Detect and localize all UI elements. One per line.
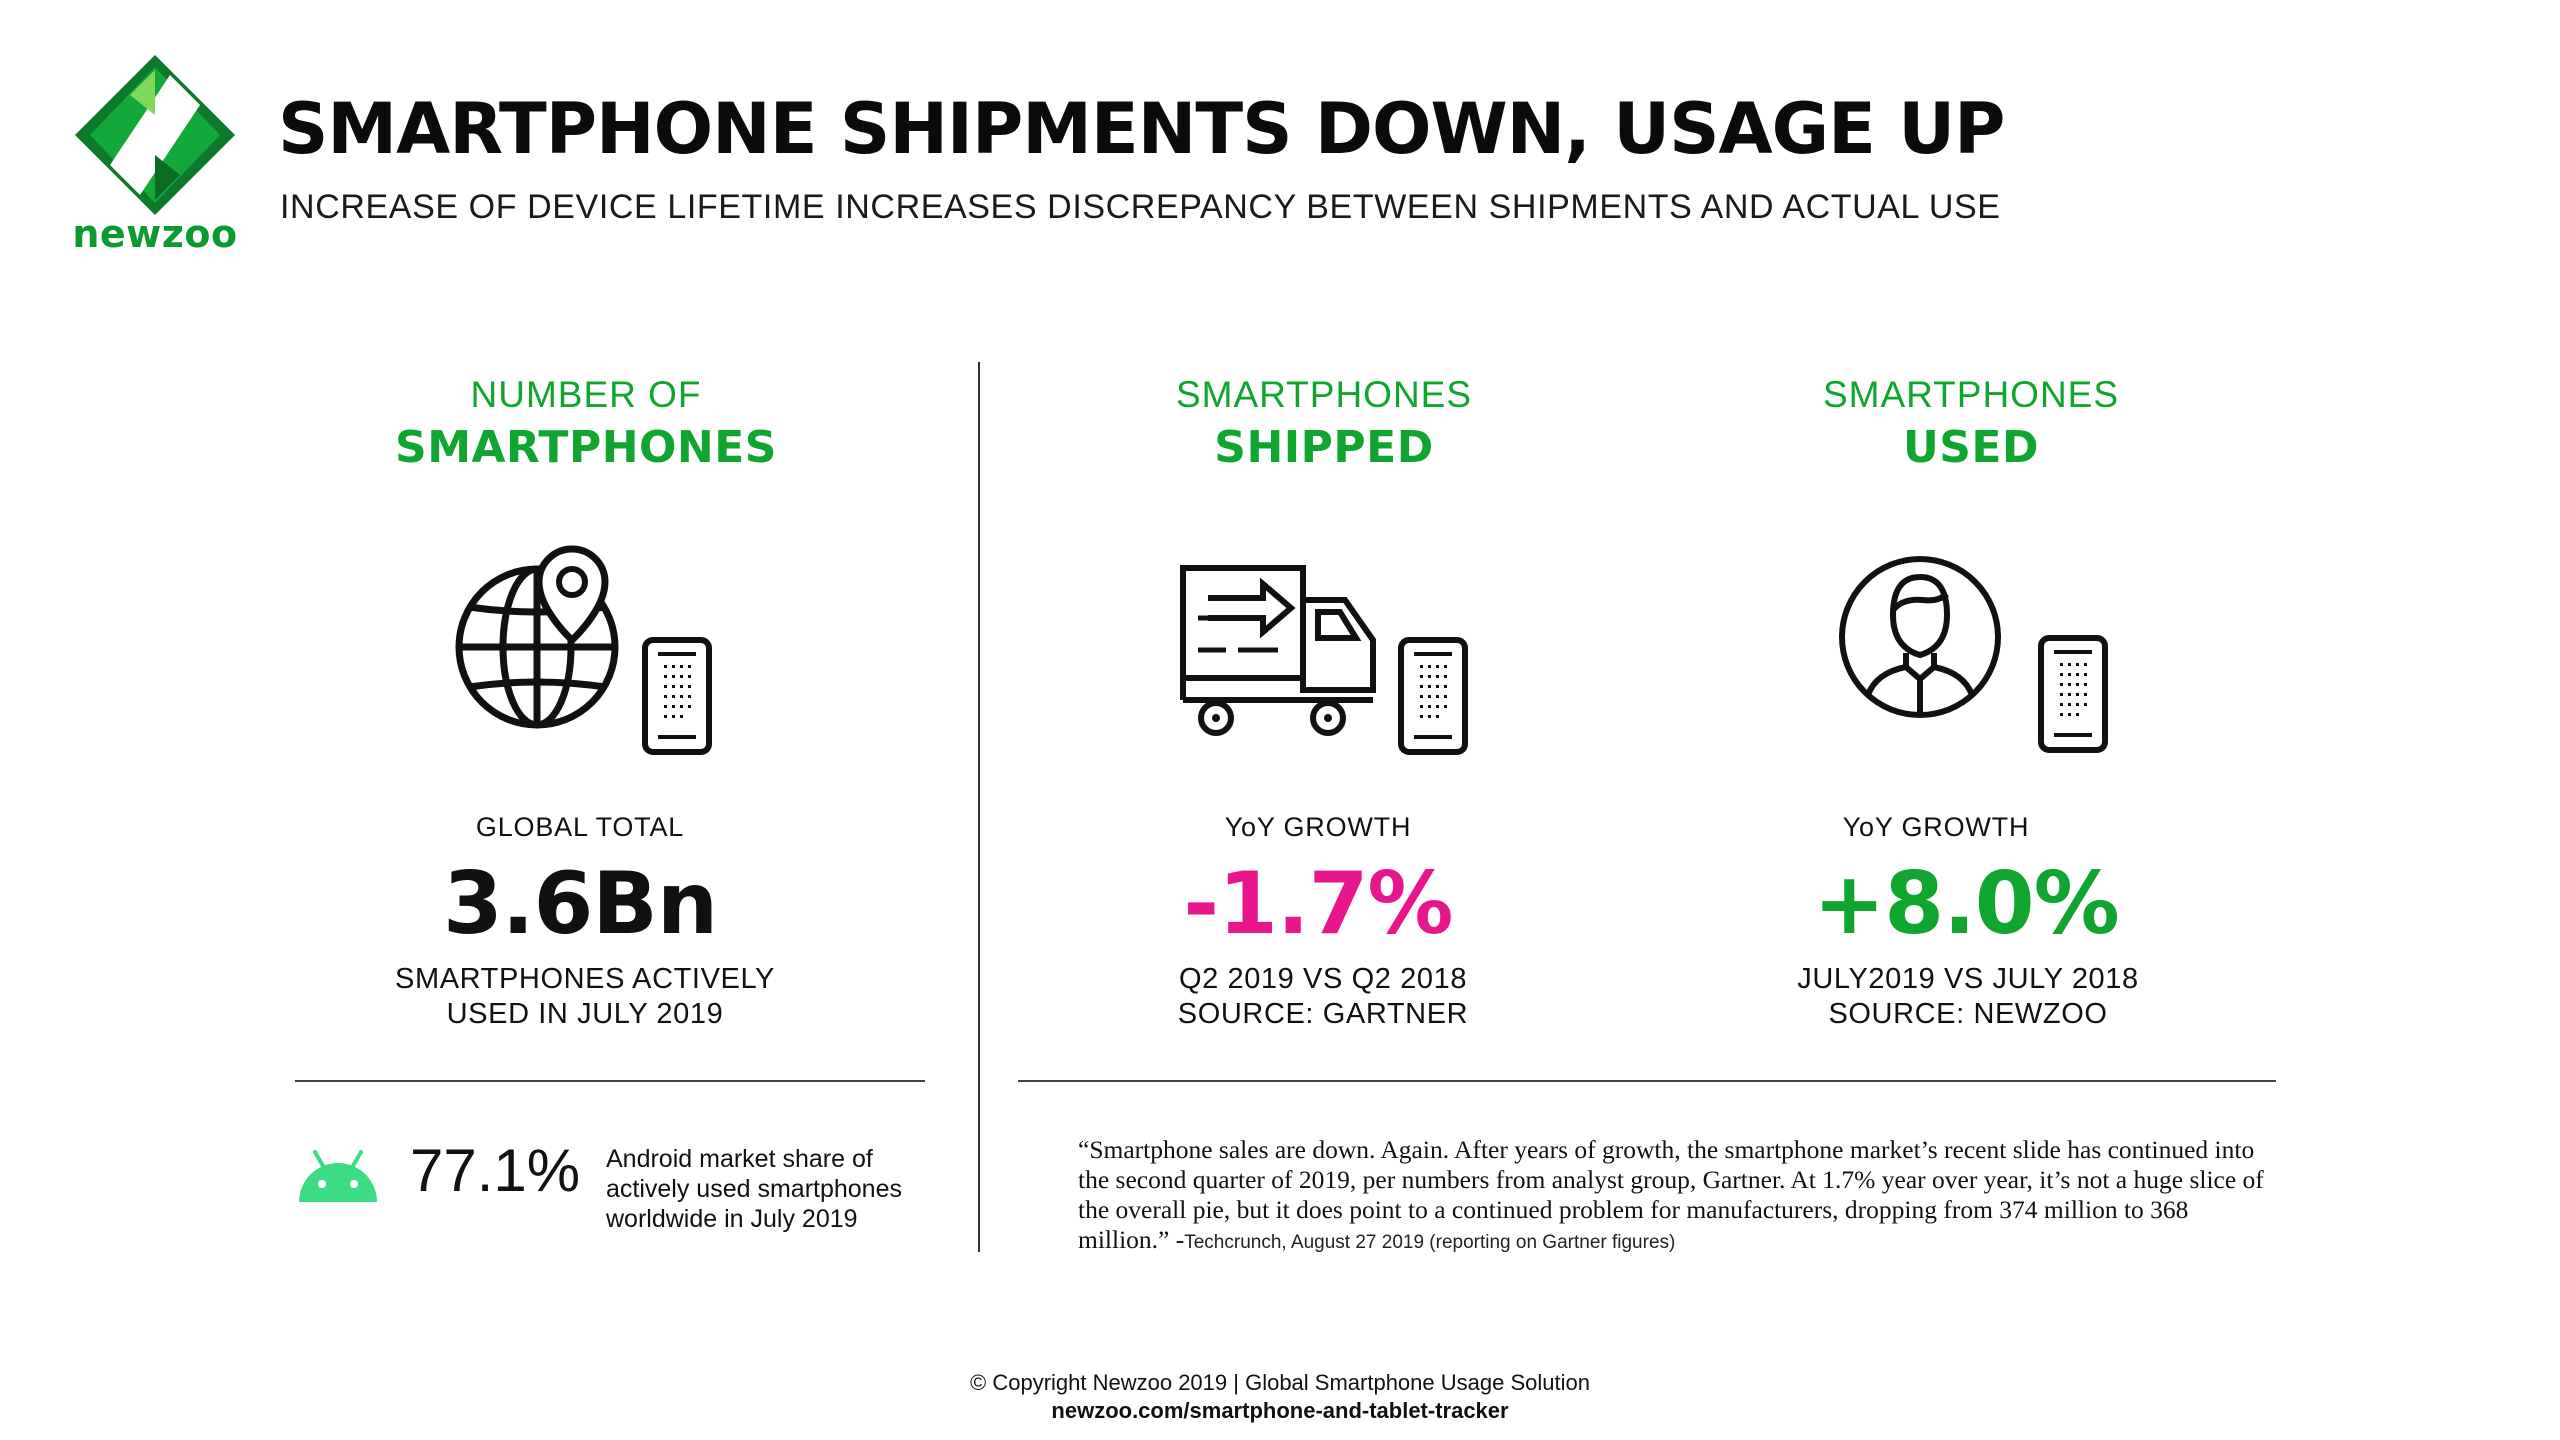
metric-note-used: JULY2019 VS JULY 2018 SOURCE: NEWZOO [1688,962,2248,1032]
android-icon [299,1150,377,1202]
column-heading-line1: SMARTPHONES [1175,374,1473,415]
quote-source: Techcrunch, August 27 2019 (reporting on… [1184,1232,1676,1253]
newzoo-logo-icon [75,55,235,215]
metric-note-line1: JULY2019 VS JULY 2018 [1797,963,2139,995]
metric-label-shipped-yoy: YoY GROWTH [1224,812,1412,842]
metric-note-line2: SOURCE: GARTNER [1177,998,1469,1030]
column-heading-line1: NUMBER OF [470,374,702,415]
globe-location-pin-icon [455,545,712,755]
metric-value-used-yoy: +8.0% [1813,854,2120,954]
metric-note-line1: SMARTPHONES ACTIVELY [395,963,775,995]
metric-note-line1: Q2 2019 VS Q2 2018 [1178,963,1468,995]
techcrunch-quote: “Smartphone sales are down. Again. After… [1078,1135,2278,1258]
page-subtitle: INCREASE OF DEVICE LIFETIME INCREASES DI… [280,188,2001,226]
logo-wordmark: newzoo [72,212,238,256]
android-share-description: Android market share of actively used sm… [606,1145,902,1233]
right-horizontal-divider [1018,1080,2276,1082]
column-heading-line2: USED [1903,422,2039,473]
column-heading-number-of-smartphones: NUMBER OF SMARTPHONES [326,374,846,473]
column-heading-line1: SMARTPHONES [1822,374,2120,415]
column-heading-line2: SMARTPHONES [395,422,777,473]
page-title: SMARTPHONE SHIPMENTS DOWN, USAGE UP [278,88,2005,170]
metric-label-used-yoy: YoY GROWTH [1842,812,2030,842]
footer-link[interactable]: newzoo.com/smartphone-and-tablet-tracker [1051,1398,1509,1423]
left-horizontal-divider [295,1080,925,1082]
metric-value-shipped-yoy: -1.7% [1183,854,1453,954]
android-share-value: 77.1% [410,1137,581,1204]
copyright-notice: © Copyright Newzoo 2019 | Global Smartph… [970,1370,1590,1395]
metric-note-line2: SOURCE: NEWZOO [1828,998,2108,1030]
vertical-divider [978,362,980,1252]
metric-note-global-total: SMARTPHONES ACTIVELY USED IN JULY 2019 [305,962,865,1032]
metric-value-global-total: 3.6Bn [442,854,718,954]
quote-text: “Smartphone sales are down. Again. After… [1078,1135,2264,1254]
metric-note-line2: USED IN JULY 2019 [446,998,724,1030]
column-heading-smartphones-shipped: SMARTPHONES SHIPPED [1064,374,1584,473]
delivery-truck-icon [1180,565,1468,755]
column-heading-smartphones-used: SMARTPHONES USED [1711,374,2231,473]
metric-note-shipped: Q2 2019 VS Q2 2018 SOURCE: GARTNER [1043,962,1603,1032]
column-heading-line2: SHIPPED [1214,422,1434,473]
user-avatar-icon [1839,556,2108,753]
metric-label-global-total: GLOBAL TOTAL [475,812,685,842]
